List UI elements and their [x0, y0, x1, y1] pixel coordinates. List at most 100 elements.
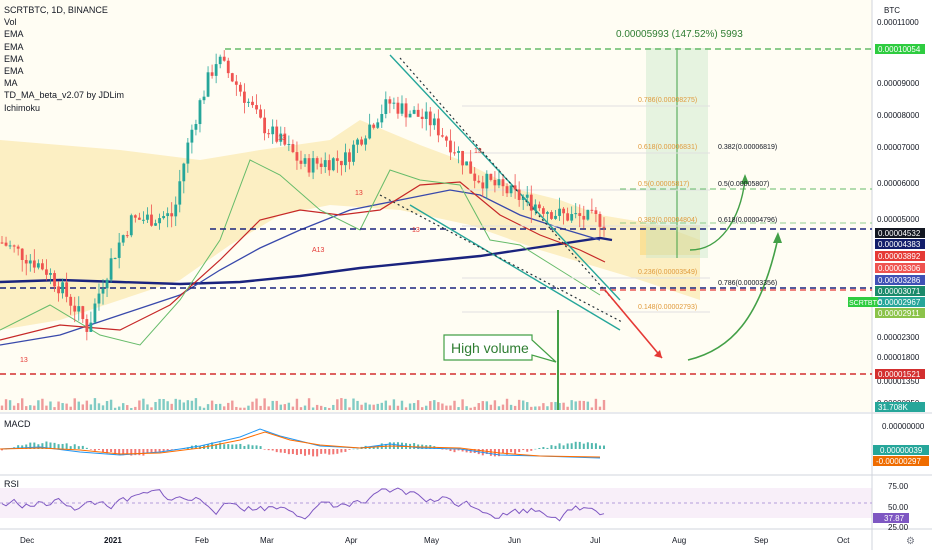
macd-bar [590, 443, 593, 449]
macd-axis-label: 0.00000000 [882, 422, 925, 431]
volume-bar [404, 407, 408, 410]
candle-body [226, 60, 230, 74]
volume-bar [586, 401, 590, 410]
volume-bar [481, 401, 484, 410]
candle-body [194, 124, 198, 130]
candle-body [20, 248, 24, 260]
candle-body [28, 260, 32, 264]
macd-bar [255, 445, 258, 449]
fib-right-label: 0.618(0.00004796) [718, 217, 777, 224]
volume-bar [4, 399, 8, 410]
time-axis-label: Aug [672, 536, 686, 545]
macd-bar [514, 449, 517, 455]
time-axis-label: Jul [590, 536, 600, 545]
volume-bar [182, 402, 186, 410]
macd-bar [57, 444, 60, 449]
time-axis-label: 2021 [104, 536, 122, 545]
volume-bar [81, 404, 85, 410]
candle-body [154, 223, 157, 226]
indicator-ma[interactable]: MA [4, 78, 18, 89]
volume-bar [437, 402, 440, 410]
macd-bar [69, 446, 72, 449]
volume-bar [251, 401, 254, 410]
candle-body [303, 158, 307, 164]
macd-bar [146, 449, 149, 454]
volume-bar [117, 406, 121, 410]
gear-icon[interactable]: ⚙ [906, 536, 915, 547]
candle-body [517, 189, 521, 200]
td-marks: 13 13 A13 13 13 13 [20, 135, 482, 364]
indicator-vol[interactable]: Vol [4, 17, 17, 28]
indicator-ema[interactable]: EMA [4, 53, 24, 64]
macd-bar [396, 442, 399, 449]
indicator-td-ma[interactable]: TD_MA_beta_v2.07 by JDLim [4, 90, 125, 101]
volume-bar [368, 404, 371, 410]
indicator-ema[interactable]: EMA [4, 41, 24, 52]
volume-bar [526, 402, 529, 410]
price-axis-label: 0.00009000 [877, 79, 920, 88]
volume-bar [69, 406, 72, 410]
volume-bar [93, 398, 97, 410]
wedge-upper-dotted [399, 57, 623, 311]
volume-bar [227, 402, 230, 410]
macd-bar [598, 445, 601, 449]
time-axis-label: May [424, 536, 439, 545]
candle-body [125, 235, 129, 237]
indicator-ema[interactable]: EMA [4, 66, 24, 77]
volume-bar [602, 399, 606, 410]
candle-body [335, 158, 339, 161]
settings-corner[interactable] [873, 530, 932, 550]
price-tag-bg [875, 275, 925, 285]
candle-body [186, 142, 190, 164]
fib-left-label: 0.382(0.00004804) [638, 217, 697, 224]
candle-body [230, 73, 234, 82]
macd-bar [223, 444, 226, 449]
volume-bar [101, 405, 105, 410]
candle-body [489, 173, 493, 180]
candle-body [291, 144, 295, 153]
macd-line [0, 428, 601, 459]
wedge-lower-dotted [379, 194, 623, 323]
candle-body [424, 111, 428, 119]
volume-bar [206, 404, 210, 410]
volume-bar [380, 402, 383, 410]
volume-bar [194, 398, 198, 410]
wedge-upper-line [389, 54, 621, 301]
candle-body [287, 144, 291, 146]
volume-bar [509, 404, 513, 410]
macd-bar [283, 449, 286, 454]
price-tag-text: 0.00003892 [878, 252, 921, 261]
macd-bar [526, 449, 529, 452]
volume-bar [392, 399, 396, 410]
candle-body [251, 101, 254, 106]
macd-bar [501, 449, 504, 454]
indicator-ichimoku[interactable]: Ichimoku [4, 102, 41, 113]
candle-body [392, 102, 396, 104]
volume-bar [517, 399, 521, 410]
bearish-arrow-head [654, 350, 662, 358]
macd-bar [336, 449, 339, 454]
fib-right-labels: 0.382(0.00006819) 0.5(0.00005807) 0.618(0.… [718, 144, 777, 287]
candle-body [150, 214, 153, 226]
macd-bar [489, 449, 492, 456]
macd-bar [308, 449, 311, 455]
volume-bar [469, 407, 472, 410]
candle-body [364, 138, 368, 145]
candle-body [97, 293, 101, 304]
high-volume-callout [443, 334, 557, 363]
macd-bar [574, 441, 577, 449]
macd-bar [142, 449, 145, 456]
macd-bar [356, 448, 359, 450]
macd-bar [134, 449, 137, 456]
candle-body [234, 81, 238, 85]
indicator-ema[interactable]: EMA [4, 29, 24, 40]
symbol-title[interactable]: SCRTBTC, 1D, BINANCE [4, 5, 108, 15]
volume-bar [259, 405, 262, 410]
macd-bar [1, 449, 3, 451]
volume-bar [582, 400, 585, 410]
candle-body [352, 144, 355, 162]
candle-body [473, 173, 477, 181]
volume-bar [449, 405, 452, 410]
macd-bar [291, 449, 294, 455]
candle-body [598, 213, 602, 227]
